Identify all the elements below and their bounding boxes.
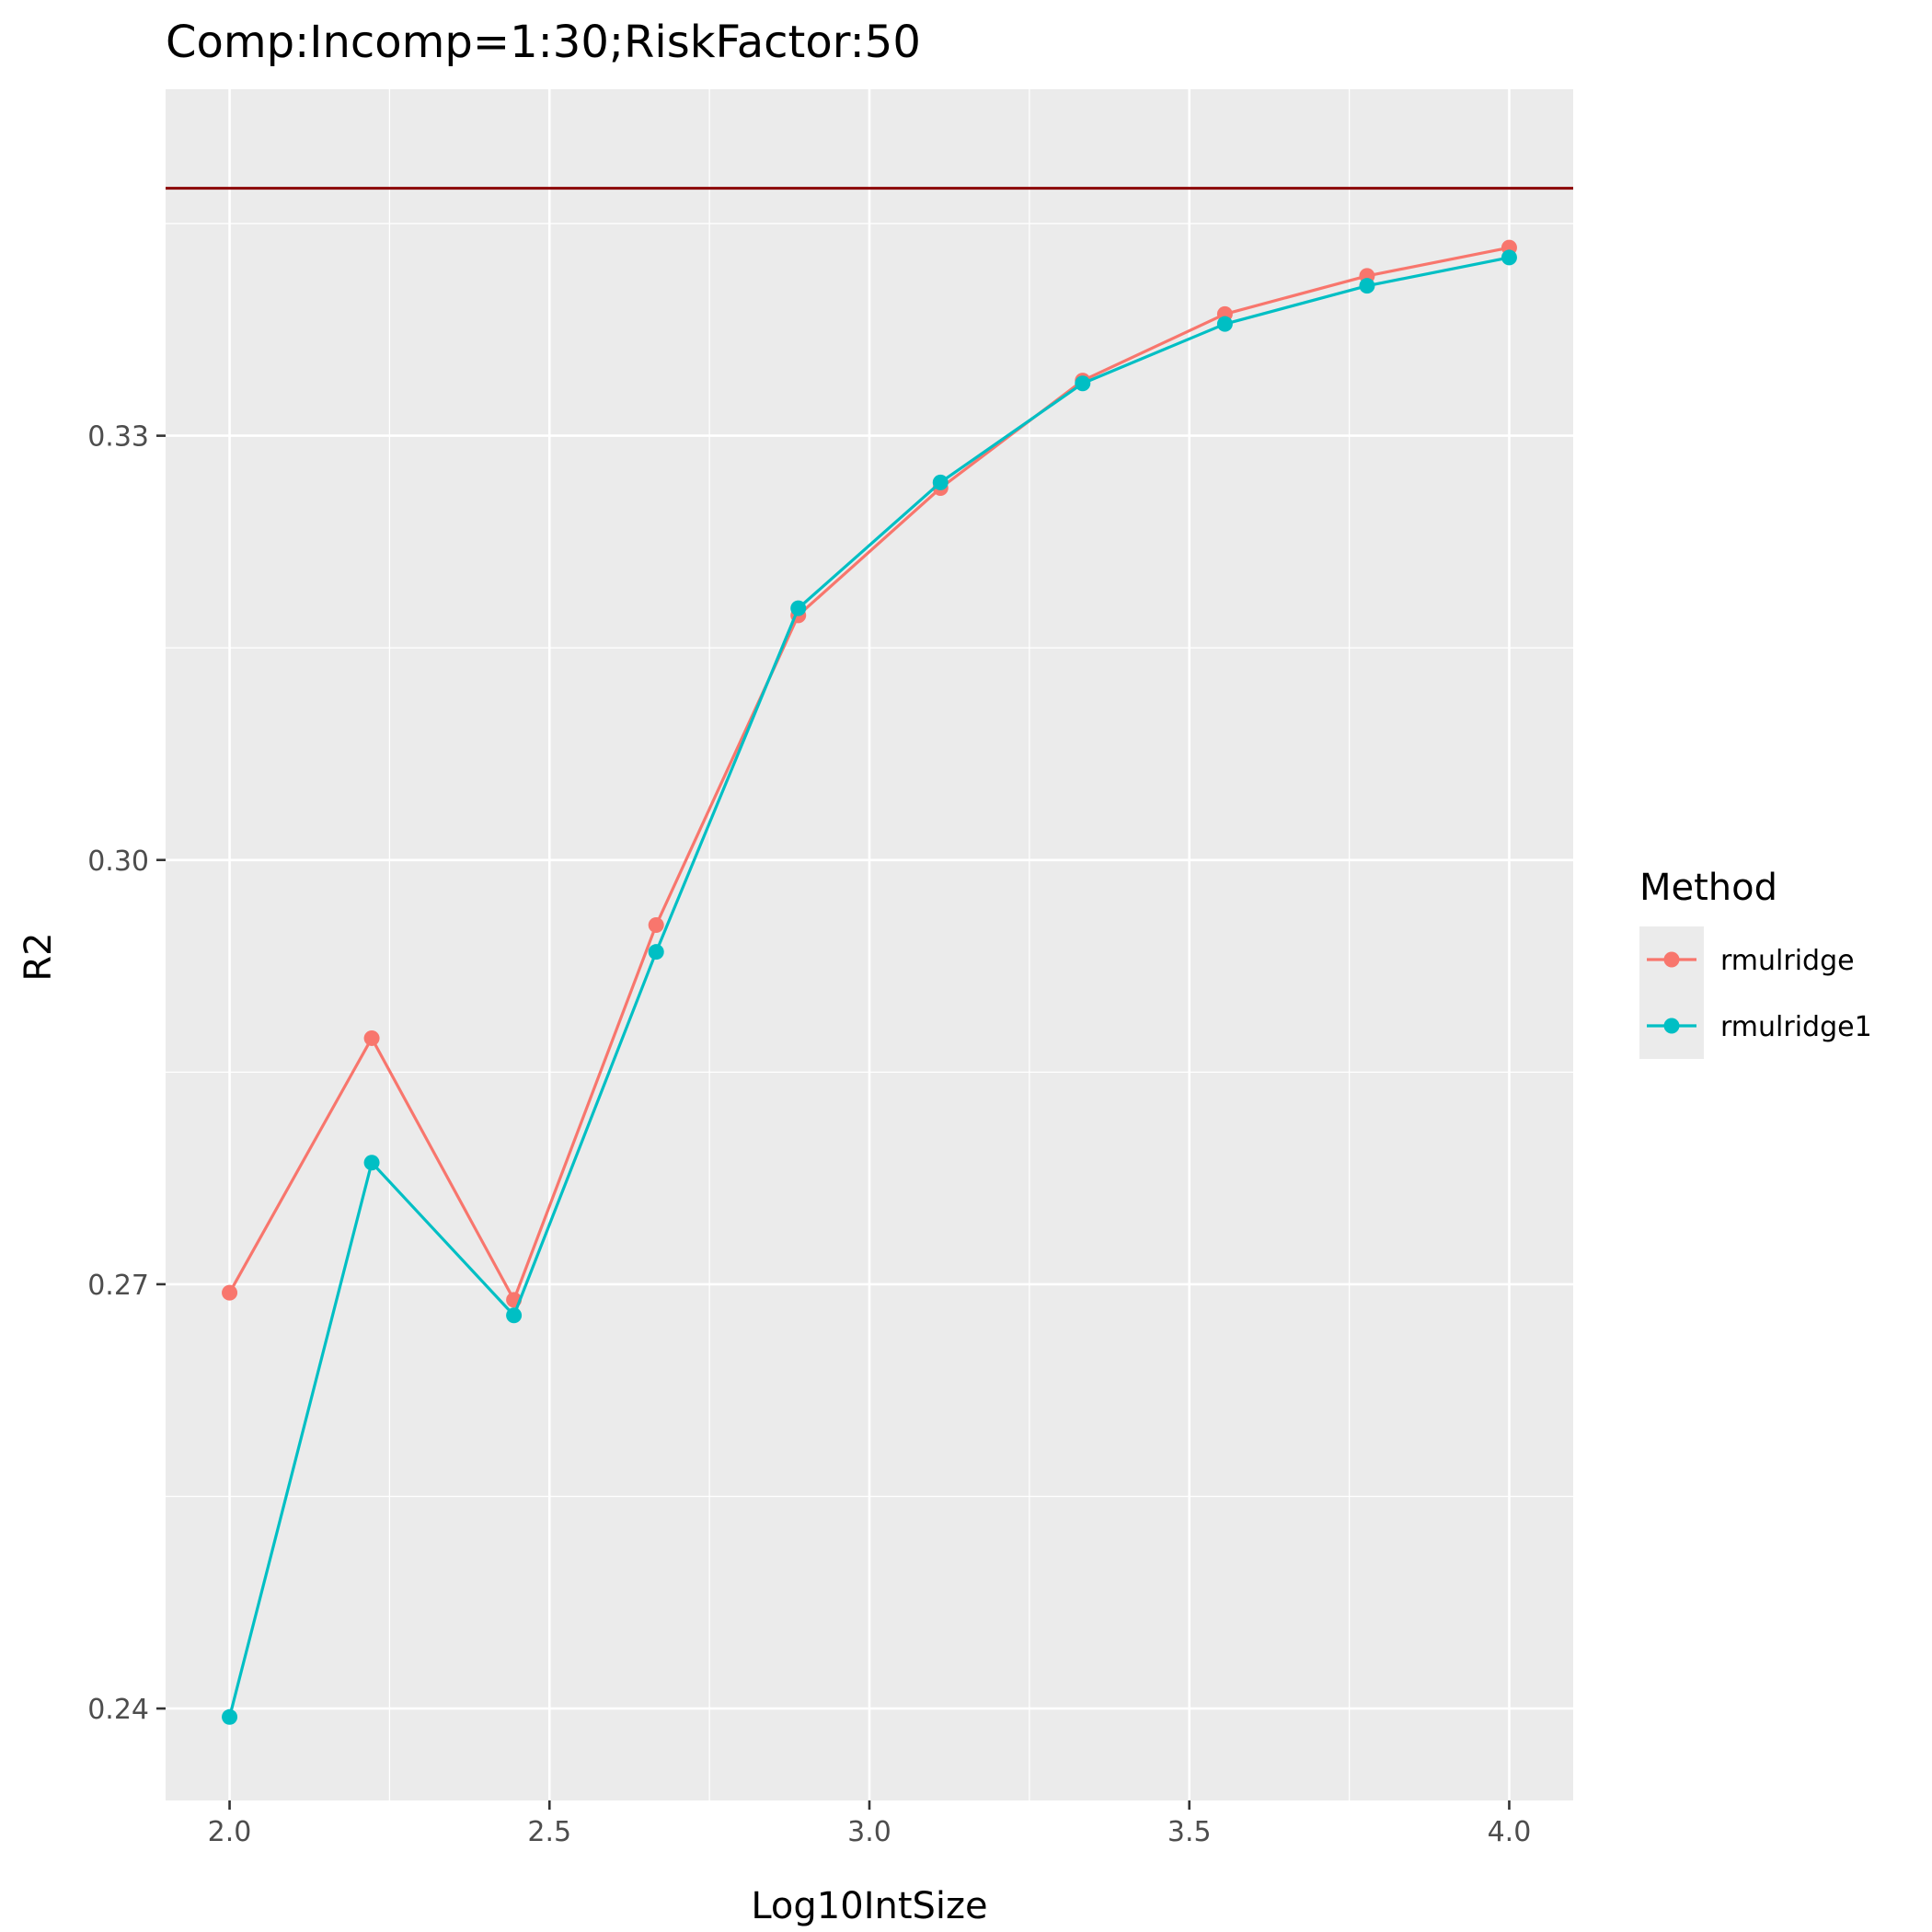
- data-point-rmulridge: [363, 1029, 380, 1046]
- series-group: [222, 239, 1517, 1725]
- legend-items: rmulridge rmulridge1: [1647, 945, 1872, 1043]
- legend-key-background: [1639, 926, 1704, 1059]
- legend-title: Method: [1639, 867, 1777, 909]
- data-point-rmulridge1: [363, 1155, 380, 1171]
- legend-key-point-rmulridge: [1663, 951, 1680, 968]
- x-axis-title: Log10IntSize: [751, 1885, 987, 1927]
- y-tick-label: 0.33: [87, 421, 149, 454]
- series-line-rmulridge1: [228, 256, 1510, 1718]
- data-point-rmulridge1: [1216, 316, 1233, 332]
- x-axis: 2.0 2.5 3.0 3.5 4.0: [208, 1800, 1532, 1848]
- x-tick-label: 3.0: [847, 1816, 891, 1848]
- data-point-rmulridge: [222, 1284, 238, 1301]
- y-tick-label: 0.24: [87, 1694, 149, 1726]
- x-tick-label: 2.0: [208, 1816, 252, 1848]
- x-tick-label: 4.0: [1488, 1816, 1532, 1848]
- grid-major: [166, 89, 1573, 1800]
- data-point-rmulridge1: [1359, 278, 1375, 294]
- y-axis-title: R2: [17, 932, 60, 981]
- series-line-rmulridge: [228, 246, 1510, 1302]
- legend-label-rmulridge: rmulridge: [1720, 945, 1855, 977]
- data-point-rmulridge1: [932, 474, 949, 490]
- data-point-rmulridge1: [222, 1708, 238, 1725]
- chart-title: Comp:Incomp=1:30;RiskFactor:50: [166, 17, 921, 68]
- legend: Method rmulridge rmulridge1: [1639, 867, 1872, 1059]
- data-point-rmulridge1: [790, 600, 807, 616]
- legend-label-rmulridge1: rmulridge1: [1720, 1011, 1872, 1043]
- y-tick-label: 0.27: [87, 1270, 149, 1302]
- legend-key-point-rmulridge1: [1663, 1018, 1680, 1034]
- data-point-rmulridge1: [648, 944, 664, 960]
- data-point-rmulridge: [648, 916, 664, 933]
- data-point-rmulridge1: [1075, 375, 1091, 392]
- y-tick-label: 0.30: [87, 845, 149, 878]
- x-tick-label: 2.5: [527, 1816, 571, 1848]
- y-axis: 0.24 0.27 0.30 0.33: [87, 421, 166, 1726]
- data-point-rmulridge1: [506, 1307, 523, 1324]
- x-tick-label: 3.5: [1167, 1816, 1212, 1848]
- data-point-rmulridge1: [1501, 249, 1517, 266]
- series-rmulridge1: [222, 249, 1517, 1725]
